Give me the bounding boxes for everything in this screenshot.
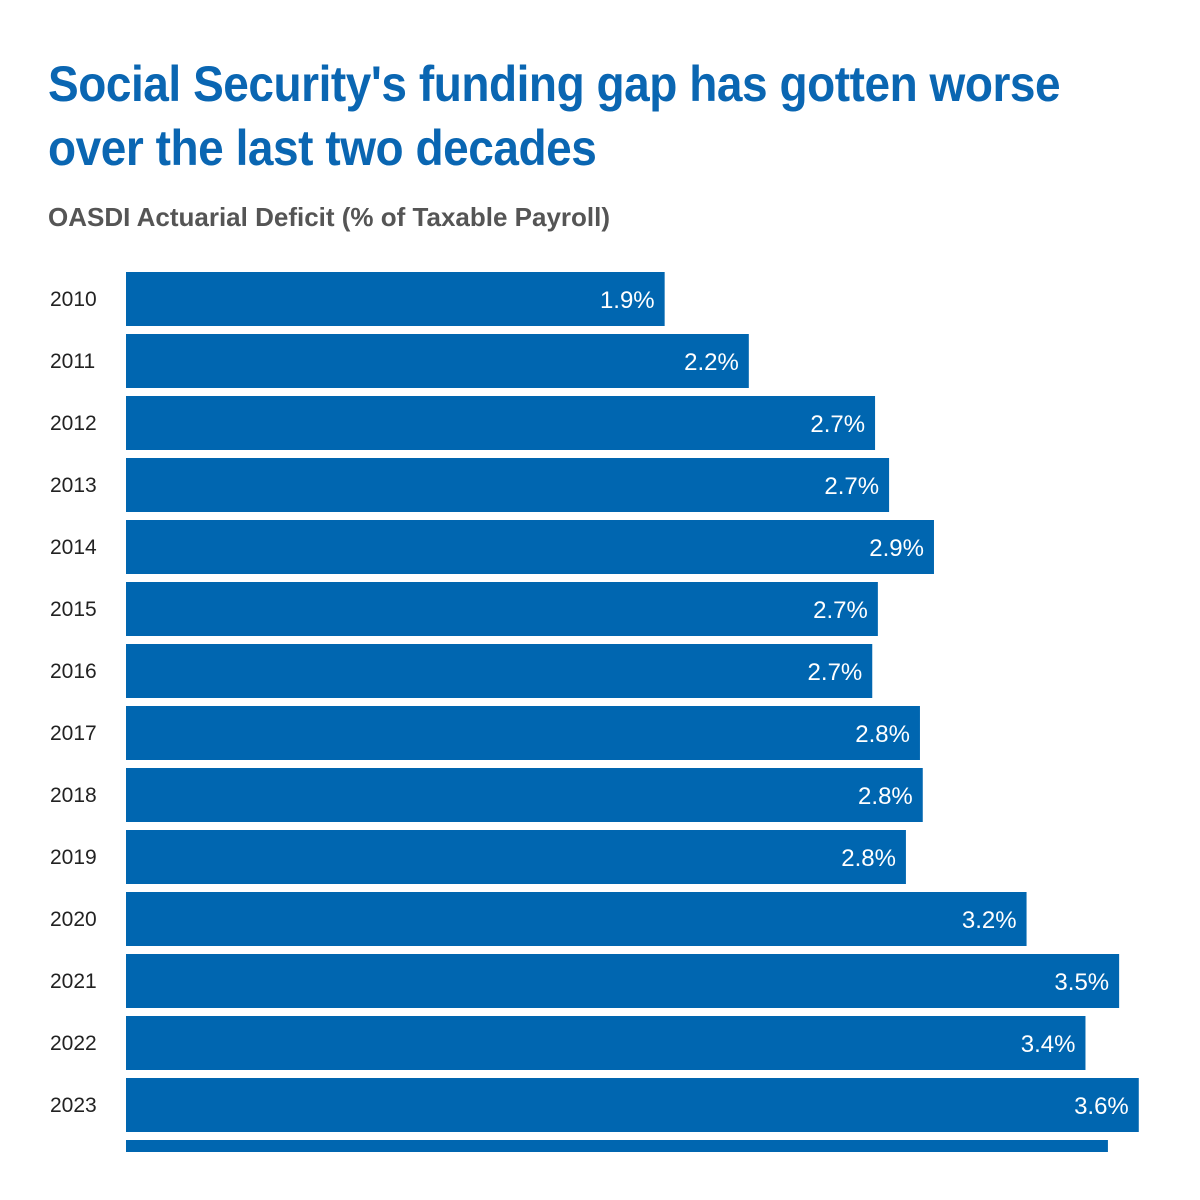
value-label-2017: 2.8% <box>855 721 910 748</box>
bar-2010 <box>126 272 665 326</box>
bar-2018 <box>126 768 923 822</box>
bar-2019 <box>126 830 906 884</box>
bar-2013 <box>126 458 890 512</box>
category-label-2013: 2013 <box>50 474 97 497</box>
category-label-2011: 2011 <box>50 350 95 373</box>
category-label-2014: 2014 <box>50 536 97 559</box>
category-label-2023: 2023 <box>50 1094 97 1117</box>
value-label-2019: 2.8% <box>841 845 896 872</box>
value-label-2010: 1.9% <box>600 287 655 314</box>
value-label-2012: 2.7% <box>810 411 865 438</box>
value-label-2016: 2.7% <box>808 659 863 686</box>
bar-2021 <box>126 954 1120 1008</box>
value-label-2020: 3.2% <box>962 907 1017 934</box>
category-label-2017: 2017 <box>50 722 97 745</box>
bar-2015 <box>126 582 878 636</box>
category-label-2019: 2019 <box>50 846 97 869</box>
category-label-2016: 2016 <box>50 660 97 683</box>
chart-title: Social Security's funding gap has gotten… <box>48 56 1061 176</box>
bar-2017 <box>126 706 920 760</box>
value-label-2021: 3.5% <box>1054 969 1109 996</box>
bar-2020 <box>126 892 1027 946</box>
bar-2022 <box>126 1016 1086 1070</box>
value-label-2011: 2.2% <box>684 349 739 376</box>
category-label-2020: 2020 <box>50 908 97 931</box>
bar-2023 <box>126 1078 1139 1132</box>
category-label-2021: 2021 <box>50 970 97 993</box>
bar-2014 <box>126 520 934 574</box>
bar-2012 <box>126 396 876 450</box>
value-label-2015: 2.7% <box>813 597 868 624</box>
chart-subtitle: OASDI Actuarial Deficit (% of Taxable Pa… <box>48 202 611 232</box>
category-label-2018: 2018 <box>50 784 97 807</box>
category-label-2015: 2015 <box>50 598 97 621</box>
value-label-2018: 2.8% <box>858 783 913 810</box>
bar-partial <box>126 1140 1108 1152</box>
value-label-2022: 3.4% <box>1021 1031 1076 1058</box>
value-label-2023: 3.6% <box>1074 1093 1129 1120</box>
bar-2011 <box>126 334 749 388</box>
category-label-2022: 2022 <box>50 1032 97 1055</box>
value-label-2013: 2.7% <box>824 473 879 500</box>
bar-2016 <box>126 644 873 698</box>
category-label-2012: 2012 <box>50 412 97 435</box>
value-label-2014: 2.9% <box>869 535 924 562</box>
category-label-2010: 2010 <box>50 288 97 311</box>
